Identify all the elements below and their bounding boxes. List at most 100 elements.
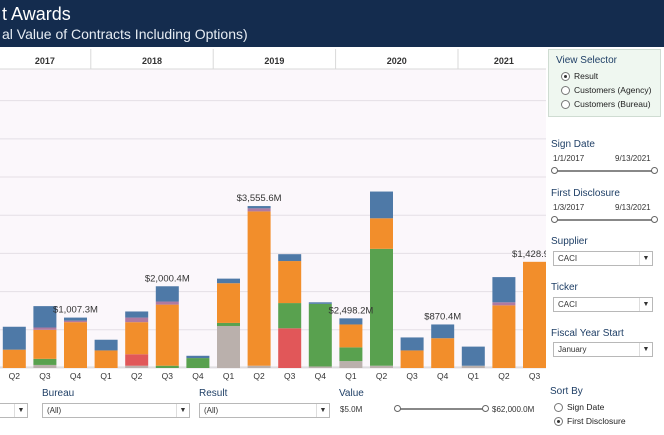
- bar-segment: [308, 366, 332, 368]
- bar-segment: [186, 358, 210, 368]
- sort-option-label: First Disclosure: [567, 416, 626, 426]
- radio-icon[interactable]: [561, 85, 570, 95]
- value-label: Value: [339, 388, 364, 399]
- sign-date-max-handle[interactable]: [651, 167, 658, 174]
- sign-date-min-handle[interactable]: [551, 167, 558, 174]
- bar-total-label: $3,555.6M: [237, 193, 282, 204]
- bar-segment: [247, 208, 271, 212]
- sort-by-panel: Sort By Sign Date First Disclosure: [548, 384, 664, 435]
- bar-segment: [217, 322, 240, 326]
- ticker-select[interactable]: CACI ▼: [553, 297, 653, 312]
- quarter-tick-label: Q3: [284, 371, 296, 381]
- bar-segment: [217, 278, 240, 284]
- first-disclosure-min-handle[interactable]: [551, 216, 558, 223]
- bar-segment: [431, 324, 455, 339]
- bar-segment: [33, 358, 57, 365]
- quarter-tick-label: Q2: [498, 371, 510, 381]
- view-option-customers-bureau[interactable]: Customers (Bureau): [561, 99, 651, 109]
- bar-segment: [461, 346, 485, 366]
- bar-total-label: $2,498.2M: [328, 305, 373, 316]
- filter-sidebar: View Selector Result Customers (Agency) …: [548, 49, 664, 383]
- supplier-select[interactable]: CACI ▼: [553, 251, 653, 266]
- first-disclosure-max-handle[interactable]: [651, 216, 658, 223]
- radio-selected-icon[interactable]: [561, 71, 570, 81]
- bar-segment: [33, 364, 57, 368]
- bar-segment: [125, 322, 149, 355]
- value-min-handle[interactable]: [394, 405, 401, 412]
- bar-segment: [33, 327, 57, 330]
- view-option-label: Customers (Agency): [574, 85, 652, 95]
- ticker-title: Ticker: [551, 282, 578, 293]
- view-selector-title: View Selector: [556, 55, 617, 66]
- dropdown-arrow-icon[interactable]: ▼: [14, 404, 27, 417]
- bar-segment: [247, 365, 271, 368]
- dropdown-arrow-icon[interactable]: ▼: [316, 404, 329, 417]
- value-min: $5.0M: [340, 405, 363, 414]
- bar-segment: [217, 283, 240, 323]
- quarter-tick-label: Q1: [345, 371, 357, 381]
- quarter-tick-label: Q2: [131, 371, 143, 381]
- bar-segment: [247, 211, 271, 366]
- plot-background: [0, 69, 546, 367]
- page-title: t Awards: [2, 4, 71, 24]
- sort-option-sign-date[interactable]: Sign Date: [554, 402, 604, 412]
- dropdown-arrow-icon[interactable]: ▼: [176, 404, 189, 417]
- bar-segment: [64, 322, 87, 368]
- quarter-tick-label: Q4: [192, 371, 204, 381]
- bar-segment: [339, 361, 363, 368]
- result-label: Result: [199, 388, 228, 399]
- dropdown-arrow-icon[interactable]: ▼: [639, 252, 652, 265]
- bar-segment: [155, 286, 179, 302]
- radio-icon[interactable]: [554, 402, 563, 412]
- bar-total-label: $1,007.3M: [53, 305, 98, 316]
- bar-segment: [339, 324, 363, 348]
- quarter-tick-label: Q3: [39, 371, 51, 381]
- bar-segment: [94, 350, 118, 368]
- quarter-tick-label: Q2: [253, 371, 265, 381]
- fiscal-year-start-select[interactable]: January ▼: [553, 342, 653, 357]
- stacked-bar-chart: 2017 2018 2019 2020 2021 Q2 Q3 Q4 Q1 Q2 Q3 Q4 Q1 Q2 Q3…: [0, 49, 546, 381]
- value-max: $62,000.0M: [492, 405, 535, 414]
- ticker-value: CACI: [558, 300, 578, 309]
- result-select[interactable]: (All) ▼: [199, 403, 330, 418]
- quarter-tick-label: Q3: [406, 371, 418, 381]
- year-label: 2020: [387, 56, 407, 66]
- bar-segment: [370, 218, 393, 249]
- view-option-result[interactable]: Result: [561, 71, 598, 81]
- value-max-handle[interactable]: [482, 405, 489, 412]
- sign-date-from: 1/1/2017: [553, 154, 585, 163]
- year-label: 2018: [142, 56, 162, 66]
- bar-segment: [155, 301, 179, 305]
- value-slider[interactable]: [397, 408, 485, 410]
- quarter-tick-label: Q4: [315, 371, 327, 381]
- supplier-value: CACI: [558, 254, 578, 263]
- bar-segment: [2, 326, 26, 350]
- fiscal-year-start-title: Fiscal Year Start: [551, 328, 624, 339]
- view-option-customers-agency[interactable]: Customers (Agency): [561, 85, 651, 95]
- bar-total-label: $870.4M: [424, 311, 461, 322]
- bar-segment: [492, 277, 516, 303]
- bureau-select[interactable]: (All) ▼: [42, 403, 190, 418]
- bottom-filter-bar: ▼ Bureau (All) ▼ Result (All) ▼ Value $5…: [0, 384, 548, 435]
- sort-option-first-disclosure[interactable]: First Disclosure: [554, 416, 626, 426]
- dropdown-arrow-icon[interactable]: ▼: [639, 343, 652, 356]
- year-label: 2019: [264, 56, 284, 66]
- sign-date-to: 9/13/2021: [615, 154, 651, 163]
- quarter-tick-label: Q2: [9, 371, 21, 381]
- dropdown-arrow-icon[interactable]: ▼: [639, 298, 652, 311]
- fiscal-year-start-value: January: [558, 345, 587, 354]
- quarter-tick-label: Q4: [70, 371, 82, 381]
- radio-icon[interactable]: [561, 99, 570, 109]
- bar-segment: [2, 349, 26, 368]
- bar-segment: [339, 347, 363, 362]
- view-option-label: Customers (Bureau): [574, 99, 651, 109]
- first-disclosure-slider[interactable]: [554, 219, 654, 221]
- radio-selected-icon[interactable]: [554, 416, 563, 426]
- bar-segment: [94, 339, 118, 351]
- bar-segment: [33, 329, 57, 359]
- bar-segment: [64, 317, 87, 321]
- header: t Awards al Value of Contracts Including…: [0, 0, 664, 47]
- partial-filter-select[interactable]: ▼: [0, 403, 28, 418]
- quarter-tick-label: Q1: [468, 371, 480, 381]
- sign-date-slider[interactable]: [554, 170, 654, 172]
